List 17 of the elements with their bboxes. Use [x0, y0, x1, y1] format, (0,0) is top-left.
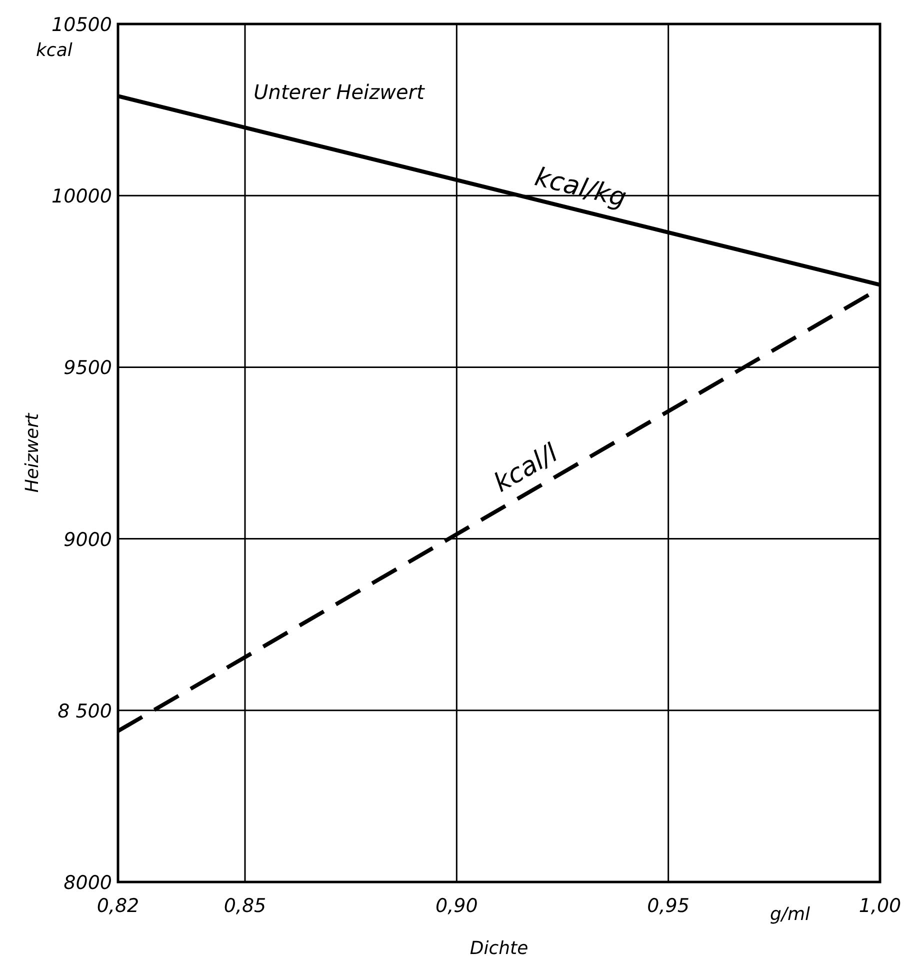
y-tick-label: 8000 — [64, 872, 112, 894]
y-tick-label: 8 500 — [58, 700, 112, 722]
text: g/ml — [770, 904, 810, 925]
x-tick-label: 0,82 — [96, 895, 140, 917]
x-tick-label: 0,85 — [224, 895, 266, 917]
x-tick-label: 1,00 — [858, 895, 902, 917]
y-axis-title: Heizwert — [22, 412, 43, 493]
x-tick-label: 0,90 — [436, 895, 478, 917]
x-tick-label: 0,95 — [647, 895, 690, 917]
y-tick-label: 9000 — [64, 528, 112, 551]
y-tick-label: 10500 — [52, 14, 112, 36]
x-axis-title: Dichte — [470, 938, 528, 959]
text: kcal — [36, 40, 72, 61]
y-tick-label: 9500 — [64, 357, 112, 380]
text: Unterer Heizwert — [254, 80, 426, 104]
y-tick-label: 10000 — [52, 186, 112, 208]
text: kcal/kg — [532, 162, 630, 214]
